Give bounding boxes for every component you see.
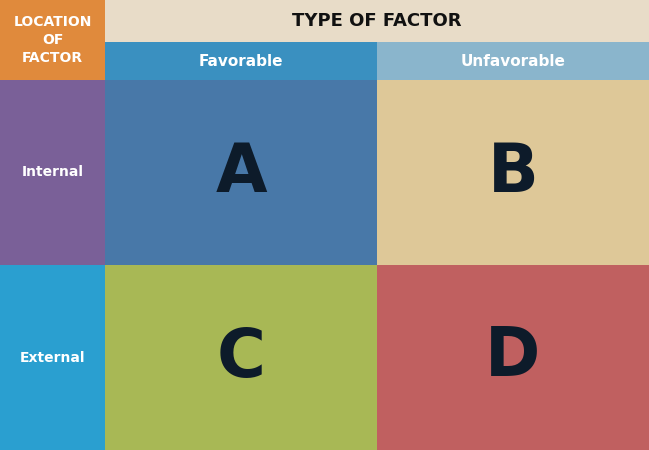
Bar xyxy=(0,0,105,80)
Text: Internal: Internal xyxy=(21,166,84,180)
Text: External: External xyxy=(19,351,85,364)
Bar xyxy=(377,42,649,80)
Bar xyxy=(0,265,105,450)
Bar xyxy=(105,42,377,80)
Bar xyxy=(377,265,649,450)
Bar xyxy=(105,80,377,265)
Text: B: B xyxy=(487,140,539,206)
Bar xyxy=(377,80,649,265)
Text: A: A xyxy=(215,140,267,206)
Text: LOCATION
OF
FACTOR: LOCATION OF FACTOR xyxy=(14,14,92,65)
Text: TYPE OF FACTOR: TYPE OF FACTOR xyxy=(292,12,461,30)
Text: Unfavorable: Unfavorable xyxy=(461,54,565,68)
Bar xyxy=(105,0,649,42)
Bar xyxy=(0,80,105,265)
Text: C: C xyxy=(217,324,265,391)
Bar xyxy=(105,265,377,450)
Text: Favorable: Favorable xyxy=(199,54,283,68)
Text: D: D xyxy=(485,324,541,391)
